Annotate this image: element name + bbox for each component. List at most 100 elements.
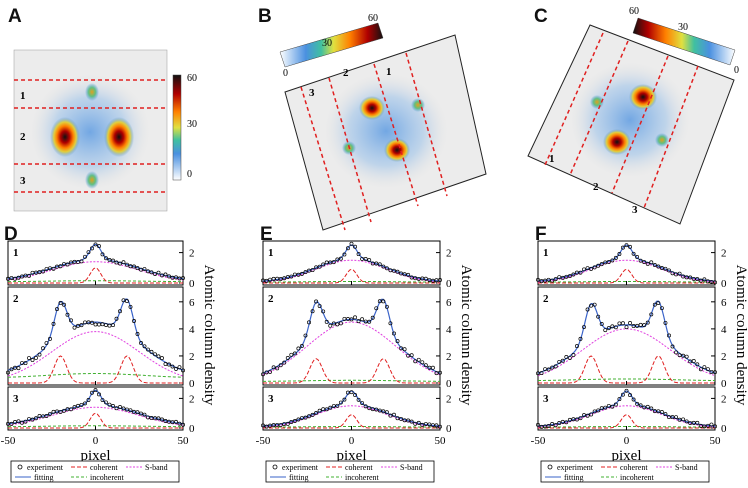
- y-tick-label: 2: [189, 351, 195, 363]
- experiment-point: [363, 256, 368, 261]
- experiment-point: [83, 401, 87, 406]
- experiment-point: [420, 422, 425, 427]
- experiment-point: [34, 416, 38, 421]
- experiment-point: [603, 405, 608, 410]
- experiment-point: [360, 401, 365, 406]
- heatmap-A-peak-bottom: [85, 171, 99, 189]
- legend-incoherent-label: incoherent: [90, 473, 125, 482]
- experiment-point: [48, 336, 52, 341]
- region-C-2: 2: [593, 181, 599, 193]
- experiment-point: [111, 258, 115, 263]
- panel-letter-E: E: [260, 224, 273, 245]
- experiment-point: [278, 277, 283, 281]
- experiment-point: [34, 355, 38, 360]
- region-C-1: 1: [549, 153, 555, 165]
- experiment-point: [30, 357, 35, 362]
- experiment-point: [181, 422, 185, 427]
- sband-curve: [7, 331, 184, 377]
- plot-frame: [7, 286, 184, 386]
- cut-line-C-2: [569, 40, 629, 176]
- colorbar-C-max: 60: [629, 6, 639, 17]
- experiment-point: [356, 252, 361, 257]
- experiment-point: [384, 410, 389, 415]
- experiment-point: [97, 392, 101, 397]
- experiment-point: [550, 278, 555, 283]
- experiment-point: [167, 362, 171, 367]
- experiment-point: [610, 258, 615, 263]
- experiment-point: [296, 346, 301, 351]
- experiment-point: [430, 365, 435, 370]
- experiment-point: [705, 423, 710, 428]
- incoherent-curve: [537, 426, 716, 428]
- cut-line-B-4: [405, 52, 448, 197]
- cut-line-B-3: [373, 63, 419, 207]
- colorbar-C-mid: 30: [678, 22, 688, 33]
- experiment-point: [656, 264, 661, 269]
- experiment-point: [610, 404, 615, 409]
- experiment-point: [69, 318, 73, 323]
- experiment-point: [546, 424, 551, 428]
- y-axis-label: Atomic column density: [733, 265, 748, 406]
- experiment-point: [585, 413, 590, 418]
- experiment-point: [392, 412, 396, 417]
- experiment-point: [6, 276, 10, 281]
- experiment-point: [156, 416, 161, 421]
- experiment-point: [356, 319, 361, 324]
- experiment-point: [58, 301, 63, 305]
- y-axis-label: Atomic column density: [201, 265, 217, 406]
- experiment-point: [564, 274, 569, 279]
- experiment-point: [264, 370, 269, 375]
- experiment-point: [118, 261, 122, 266]
- experiment-point: [264, 424, 269, 429]
- experiment-point: [684, 354, 689, 359]
- y-tick-label: 0: [189, 423, 195, 435]
- x-axis-label: pixel: [337, 448, 367, 464]
- experiment-point: [338, 321, 343, 326]
- experiment-point: [674, 350, 679, 355]
- experiment-point: [346, 390, 350, 395]
- coherent-curve: [8, 267, 183, 284]
- legend-E: experiment coherent S-band fitting incoheren…: [265, 460, 435, 483]
- y-tick-label: 0: [721, 423, 727, 435]
- experiment-point: [41, 269, 45, 274]
- experiment-point: [121, 260, 126, 265]
- row-label: 1: [268, 247, 274, 259]
- experiment-point: [107, 402, 112, 407]
- experiment-point: [282, 360, 287, 365]
- experiment-point: [553, 423, 558, 428]
- experiment-point: [638, 258, 643, 263]
- experiment-point: [310, 412, 315, 417]
- experiment-point: [72, 325, 77, 330]
- colorbar-B-mid: 30: [322, 38, 332, 49]
- experiment-point: [278, 423, 283, 427]
- legend-sband-label: S-band: [675, 463, 698, 472]
- experiment-point: [93, 388, 98, 393]
- experiment-point: [631, 397, 636, 402]
- experiment-point: [128, 408, 133, 413]
- experiment-point: [13, 420, 17, 424]
- experiment-point: [596, 408, 601, 413]
- incoherent-curve: [262, 426, 441, 428]
- experiment-point: [674, 272, 679, 277]
- sband-curve: [7, 406, 184, 426]
- experiment-point: [709, 369, 714, 374]
- x-tick-label: 0: [624, 435, 630, 447]
- experiment-point: [261, 372, 265, 377]
- experiment-point: [553, 277, 558, 282]
- y-tick-label: 4: [721, 324, 727, 336]
- experiment-point: [20, 274, 24, 279]
- experiment-point: [599, 262, 604, 267]
- experiment-point: [553, 364, 558, 369]
- experiment-point: [142, 267, 147, 272]
- panel-letter-C: C: [534, 6, 548, 27]
- row-label: 2: [268, 293, 274, 305]
- experiment-point: [596, 314, 601, 319]
- experiment-point: [324, 407, 329, 412]
- experiment-point: [574, 344, 579, 349]
- experiment-point: [582, 413, 586, 418]
- experiment-point: [114, 316, 119, 321]
- experiment-point: [709, 280, 714, 285]
- experiment-point: [177, 276, 182, 281]
- experiment-point: [705, 279, 710, 284]
- heatmap-A-peak-right: [104, 117, 134, 157]
